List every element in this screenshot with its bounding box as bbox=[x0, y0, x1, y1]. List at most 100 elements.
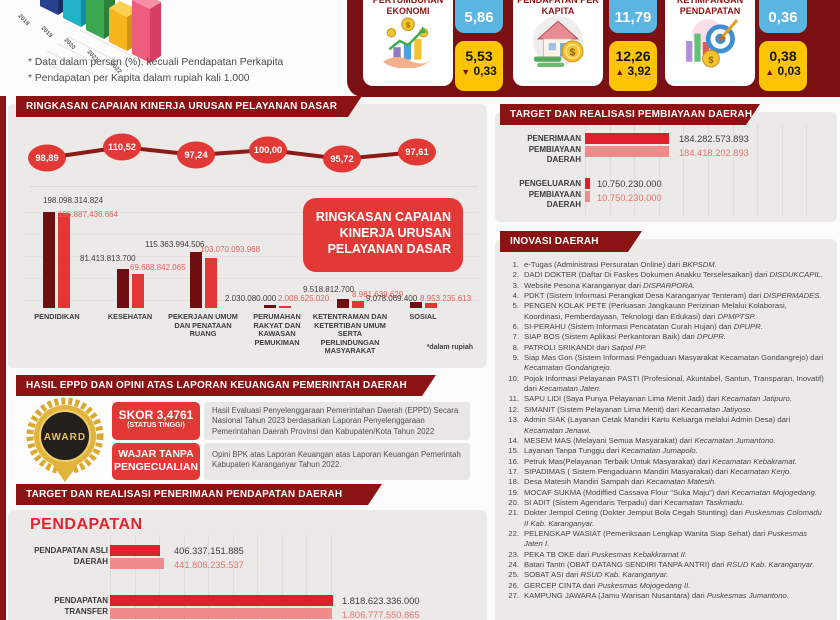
inovasi-item-text: e-Tugas (Administrasi Persuratan Online)… bbox=[524, 260, 681, 269]
bar-realisasi bbox=[132, 274, 144, 308]
gridline bbox=[585, 125, 586, 217]
inovasi-item-source: Puskesmas Kebakkramat II. bbox=[591, 549, 688, 559]
section-header-pendapatan: TARGET DAN REALISASI PENERIMAAN PENDAPAT… bbox=[16, 484, 382, 505]
note-line-1: * Data dalam persen (%), kecuali Pendapa… bbox=[28, 57, 284, 68]
inovasi-list-item: KAMPUNG JAWARA (Jamu Warisan Nusantara) … bbox=[505, 591, 827, 602]
value-label-target: 2.030.080.000 bbox=[225, 294, 277, 303]
inovasi-list-item: Petruk Mas(Pelayanan Terbaik Untuk Masya… bbox=[505, 456, 827, 468]
gridline bbox=[609, 125, 611, 217]
svg-text:$: $ bbox=[406, 20, 410, 29]
inovasi-item-text: PATROLI SRIKANDI dari bbox=[524, 342, 610, 352]
skor-badge: SKOR 3,4761 (STATUS TINGGI) bbox=[112, 402, 200, 440]
line-node-value: 110,52 bbox=[108, 142, 136, 152]
inovasi-list-item: MESEM MAS (Melayani Semua Masyarakat) da… bbox=[505, 435, 827, 447]
category-label: PERUMAHAN RAKYAT DAN KAWASAN PEMUKIMAN bbox=[253, 312, 301, 347]
bar-target bbox=[43, 212, 55, 308]
gridline bbox=[330, 535, 332, 620]
inovasi-item-source: BKPSDM. bbox=[682, 260, 717, 269]
inovasi-list-item: SI-PERAHU (Sistem Informasi Pencatatan C… bbox=[505, 322, 827, 333]
hand-coins-growth-icon: $ bbox=[383, 17, 433, 69]
indicator-current-value: 12,26 bbox=[615, 48, 651, 64]
line-node-value: 95,72 bbox=[330, 154, 353, 164]
capaian-line-chart: 98,89 110,52 97,24 100,00 95,72 97,61 bbox=[28, 133, 436, 173]
bar-target bbox=[585, 178, 590, 189]
line-node-value: 98,89 bbox=[35, 153, 58, 163]
inovasi-list-item: Website Pesona Karanganyar dari DISPARPO… bbox=[505, 280, 827, 292]
bar-realisasi bbox=[205, 258, 217, 308]
indicator-current-value: 0,38 bbox=[769, 48, 797, 64]
triangle-up-icon: ▲ bbox=[765, 67, 775, 77]
inovasi-item-source: Kecamatan Jumantono. bbox=[694, 435, 776, 445]
triangle-up-icon: ▲ bbox=[615, 67, 625, 77]
gridline bbox=[634, 125, 636, 217]
inovasi-item-text: PDKT (Sistem Informasi Perangkat Desa Ka… bbox=[524, 291, 762, 301]
inovasi-item-text: Petruk Mas(Pelayanan Terbaik Untuk Masya… bbox=[524, 456, 711, 466]
line-node-value: 97,24 bbox=[184, 150, 208, 160]
indicator-card-ketimpangan-pendapatan: KETIMPANGAN PENDAPATAN $ bbox=[665, 0, 755, 86]
category-label: PEKERJAAN UMUM DAN PENATAAN RUANG bbox=[168, 312, 238, 339]
bar-realisasi bbox=[279, 305, 291, 308]
inovasi-list-item: Layanan Tanpa Tunggu dari Kecamatan Juma… bbox=[505, 446, 827, 457]
inovasi-item-source: RSUD Kab. Karanganyar. bbox=[726, 559, 815, 569]
value-label-realisasi: 8.953.235.613 bbox=[420, 294, 472, 303]
inovasi-item-source: Satpol PP. bbox=[611, 342, 647, 352]
gridline bbox=[208, 535, 209, 620]
inovasi-item-text: SI-PERAHU (Sistem Informasi Pencatatan C… bbox=[524, 322, 732, 332]
inovasi-item-source: DISDUKCAPIL. bbox=[769, 270, 823, 280]
gridline bbox=[806, 125, 808, 217]
indicator-prev-value: 11,79 bbox=[614, 9, 652, 26]
indicator-label: KETIMPANGAN PENDAPATAN bbox=[676, 0, 744, 16]
inovasi-item-source: Puskesmas Mojogedang II. bbox=[597, 580, 691, 590]
line-series bbox=[46, 144, 418, 162]
gridline bbox=[25, 212, 478, 213]
inovasi-item-text: Website Pesona Karanganyar dari bbox=[524, 280, 641, 290]
gridline bbox=[232, 535, 234, 620]
gridline bbox=[257, 535, 258, 620]
value-label-realisasi: 184.418.202.893 bbox=[679, 148, 749, 158]
key-indicators-panel: PERTUMBUHAN EKONOMI $ 5,86 5,53 ▼ 0,33 P… bbox=[347, 0, 840, 97]
inovasi-item-text: KAMPUNG JAWARA (Jamu Warisan Nusantara) … bbox=[524, 591, 705, 600]
inovasi-item-source: Kecamatan Mojogedang. bbox=[731, 487, 817, 497]
gridline bbox=[306, 535, 307, 620]
wtp-description: Opini BPK atas Laporan Keuangan atas Lap… bbox=[204, 443, 470, 480]
inovasi-list-item: PENGEN KOLAK PETE (Perluasan Jangkauan P… bbox=[505, 301, 827, 322]
inovasi-list-item: SIMANIT (Sistem Pelayanan Lima Menit) da… bbox=[505, 404, 827, 416]
row-label: PENGELUARAN PEMBIAYAAN DAERAH bbox=[519, 179, 581, 209]
value-box-prev: 0,36 bbox=[759, 0, 807, 33]
bar-realisasi bbox=[585, 146, 670, 157]
value-label-realisasi: 1.806.777.550.865 bbox=[342, 610, 420, 620]
indicator-card-pendapatan-per-kapita: PENDAPATAN PER KAPITA $ bbox=[513, 0, 603, 86]
kinerja-overlay-title: RINGKASAN CAPAIAN KINERJA URUSAN PELAYAN… bbox=[303, 198, 463, 272]
indicator-label: PENDAPATAN PER KAPITA bbox=[517, 0, 599, 16]
category-label: KESEHATAN bbox=[107, 312, 153, 321]
inovasi-item-text: SIMANIT (Sistem Pelayanan Lima Menit) da… bbox=[524, 404, 679, 414]
inovasi-item-text: PENGEN KOLAK PETE (Perluasan Jangkauan P… bbox=[524, 301, 787, 321]
inovasi-item-source: RSUD Kab. Karanganyar. bbox=[580, 570, 669, 580]
inovasi-item-text: Desa Matesih Mandiri Sampah dari bbox=[524, 477, 645, 487]
category-label: KETENTRAMAN DAN KETERTIBAN UMUM SERTA PE… bbox=[312, 312, 388, 356]
line-node bbox=[28, 144, 66, 172]
inovasi-item-source: DPUPR. bbox=[696, 332, 726, 342]
inovasi-item-source: Kecamatan Jenawi. bbox=[524, 425, 592, 435]
indicator-delta: ▲ 0,03 bbox=[765, 64, 801, 78]
inovasi-list-item: Pojok Informasi Pelayanan PASTI (Profesi… bbox=[505, 374, 827, 395]
value-label-realisasi: 69.688.842.065 bbox=[130, 263, 186, 272]
svg-text:$: $ bbox=[570, 48, 576, 59]
bar-target bbox=[117, 268, 129, 308]
inovasi-list-item: SOBAT ASI dari RSUD Kab. Karanganyar. bbox=[505, 570, 827, 581]
gridline bbox=[25, 234, 478, 235]
inovasi-list-item: MOCAF SUKMA (Modiffied Cassava Flour “Su… bbox=[505, 487, 827, 499]
gridline bbox=[25, 300, 478, 301]
indicator-delta: ▲ 3,92 bbox=[615, 64, 651, 78]
inovasi-item-text: SIAP BOS (Sistem Aplikasi Perkantoran Ba… bbox=[524, 332, 695, 342]
value-label-realisasi: 103.070.093.968 bbox=[200, 245, 261, 254]
bar-2022 bbox=[132, 0, 161, 63]
line-node-value: 97,61 bbox=[405, 147, 428, 157]
value-label-target: 198.098.314.824 bbox=[43, 196, 104, 205]
indicator-prev-value: 0,36 bbox=[768, 9, 798, 26]
value-label-realisasi: 441.806.235.537 bbox=[174, 560, 244, 570]
year-label: 2019 bbox=[40, 25, 54, 39]
value-label-realisasi: 8.981.639.629 bbox=[352, 290, 404, 299]
inovasi-item-source: Kecamatan Jaten. bbox=[538, 384, 601, 394]
gridline bbox=[183, 535, 185, 620]
